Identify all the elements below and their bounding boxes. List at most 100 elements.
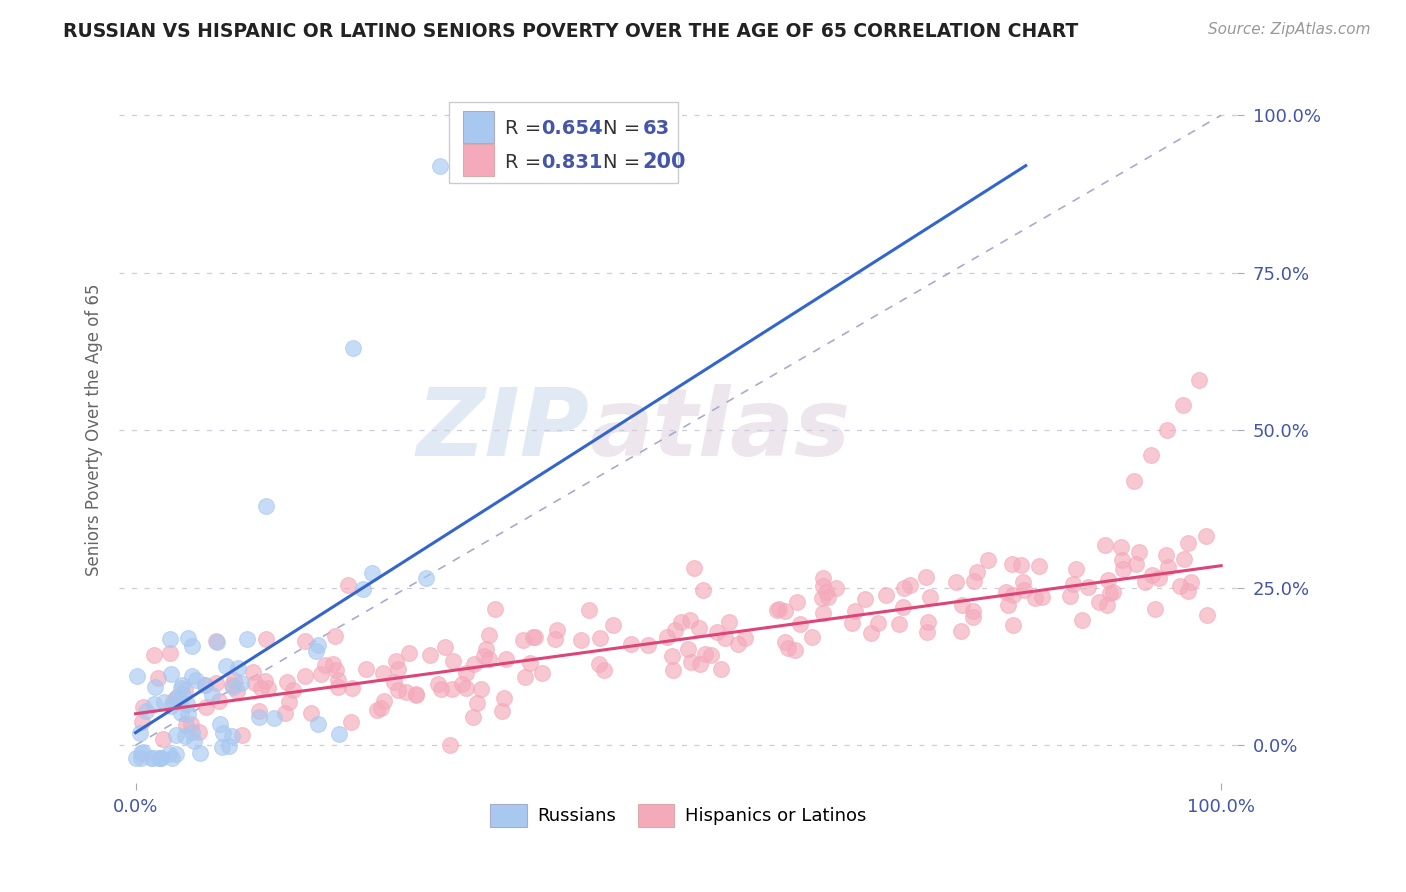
Point [208, 717, 231, 731]
Point [247, 704, 270, 718]
Point [1002, 588, 1025, 602]
Point [860, 626, 883, 640]
Text: N =: N = [603, 153, 647, 171]
Point [132, 699, 155, 714]
Point [205, 634, 228, 648]
Point [314, 658, 336, 673]
Point [1062, 577, 1084, 591]
Point [387, 662, 409, 676]
Text: RUSSIAN VS HISPANIC OR LATINO SENIORS POVERTY OVER THE AGE OF 65 CORRELATION CHA: RUSSIAN VS HISPANIC OR LATINO SENIORS PO… [63, 22, 1078, 41]
Point [328, 727, 350, 741]
Point [887, 617, 910, 632]
Point [142, 648, 165, 663]
Text: atlas: atlas [589, 384, 851, 476]
Point [679, 613, 702, 627]
Point [307, 717, 329, 731]
FancyBboxPatch shape [449, 103, 678, 183]
Point [340, 715, 363, 730]
Point [1087, 595, 1109, 609]
Point [513, 670, 536, 684]
Point [1001, 618, 1024, 632]
Point [825, 581, 848, 595]
Point [193, 678, 215, 692]
Point [727, 637, 749, 651]
Point [159, 632, 181, 646]
Text: 63: 63 [643, 120, 669, 138]
Point [451, 677, 474, 691]
Point [366, 703, 388, 717]
Point [766, 603, 789, 617]
Point [323, 629, 346, 643]
Point [225, 684, 247, 698]
Point [718, 615, 741, 630]
Point [188, 746, 211, 760]
Point [322, 657, 344, 671]
Point [150, 751, 173, 765]
Point [945, 574, 967, 589]
Point [162, 694, 184, 708]
Point [1156, 560, 1178, 574]
Point [853, 592, 876, 607]
Point [221, 678, 243, 692]
Point [1024, 591, 1046, 606]
Point [1139, 449, 1161, 463]
Point [263, 711, 285, 725]
Point [148, 751, 170, 765]
Point [194, 678, 217, 692]
Point [132, 745, 155, 759]
Point [304, 644, 326, 658]
Point [257, 681, 280, 695]
Point [176, 697, 198, 711]
Point [637, 638, 659, 652]
Point [844, 604, 866, 618]
Point [382, 674, 405, 689]
Point [236, 632, 259, 647]
Point [211, 740, 233, 755]
Y-axis label: Seniors Poverty Over the Age of 65: Seniors Poverty Over the Age of 65 [86, 284, 103, 576]
Point [785, 642, 807, 657]
Point [159, 699, 181, 714]
Point [1170, 579, 1192, 593]
Point [775, 635, 797, 649]
Point [664, 623, 686, 637]
Point [602, 618, 624, 632]
Point [142, 697, 165, 711]
Point [160, 751, 183, 765]
Point [713, 631, 735, 645]
Point [620, 637, 643, 651]
Point [415, 571, 437, 585]
Legend: Russians, Hispanics or Latinos: Russians, Hispanics or Latinos [484, 797, 873, 834]
Point [1154, 548, 1177, 562]
Point [1011, 574, 1033, 589]
Point [441, 654, 464, 668]
Point [1177, 583, 1199, 598]
Point [456, 681, 478, 695]
Point [454, 665, 477, 680]
Point [361, 566, 384, 580]
Point [242, 665, 264, 679]
Point [429, 682, 451, 697]
Text: ZIP: ZIP [416, 384, 589, 476]
Point [131, 714, 153, 729]
Point [920, 590, 942, 604]
Point [569, 632, 592, 647]
Point [152, 731, 174, 746]
Point [689, 657, 711, 671]
Point [384, 653, 406, 667]
Point [671, 615, 693, 629]
Point [281, 683, 304, 698]
Point [276, 674, 298, 689]
Point [326, 673, 349, 688]
Point [166, 694, 188, 708]
Point [419, 648, 441, 662]
Point [153, 695, 176, 709]
Point [1077, 580, 1099, 594]
Point [868, 615, 890, 630]
Point [512, 632, 534, 647]
Point [1028, 558, 1050, 573]
Point [145, 680, 167, 694]
Point [1123, 474, 1146, 488]
Point [1094, 538, 1116, 552]
Point [354, 662, 377, 676]
Point [326, 680, 349, 694]
